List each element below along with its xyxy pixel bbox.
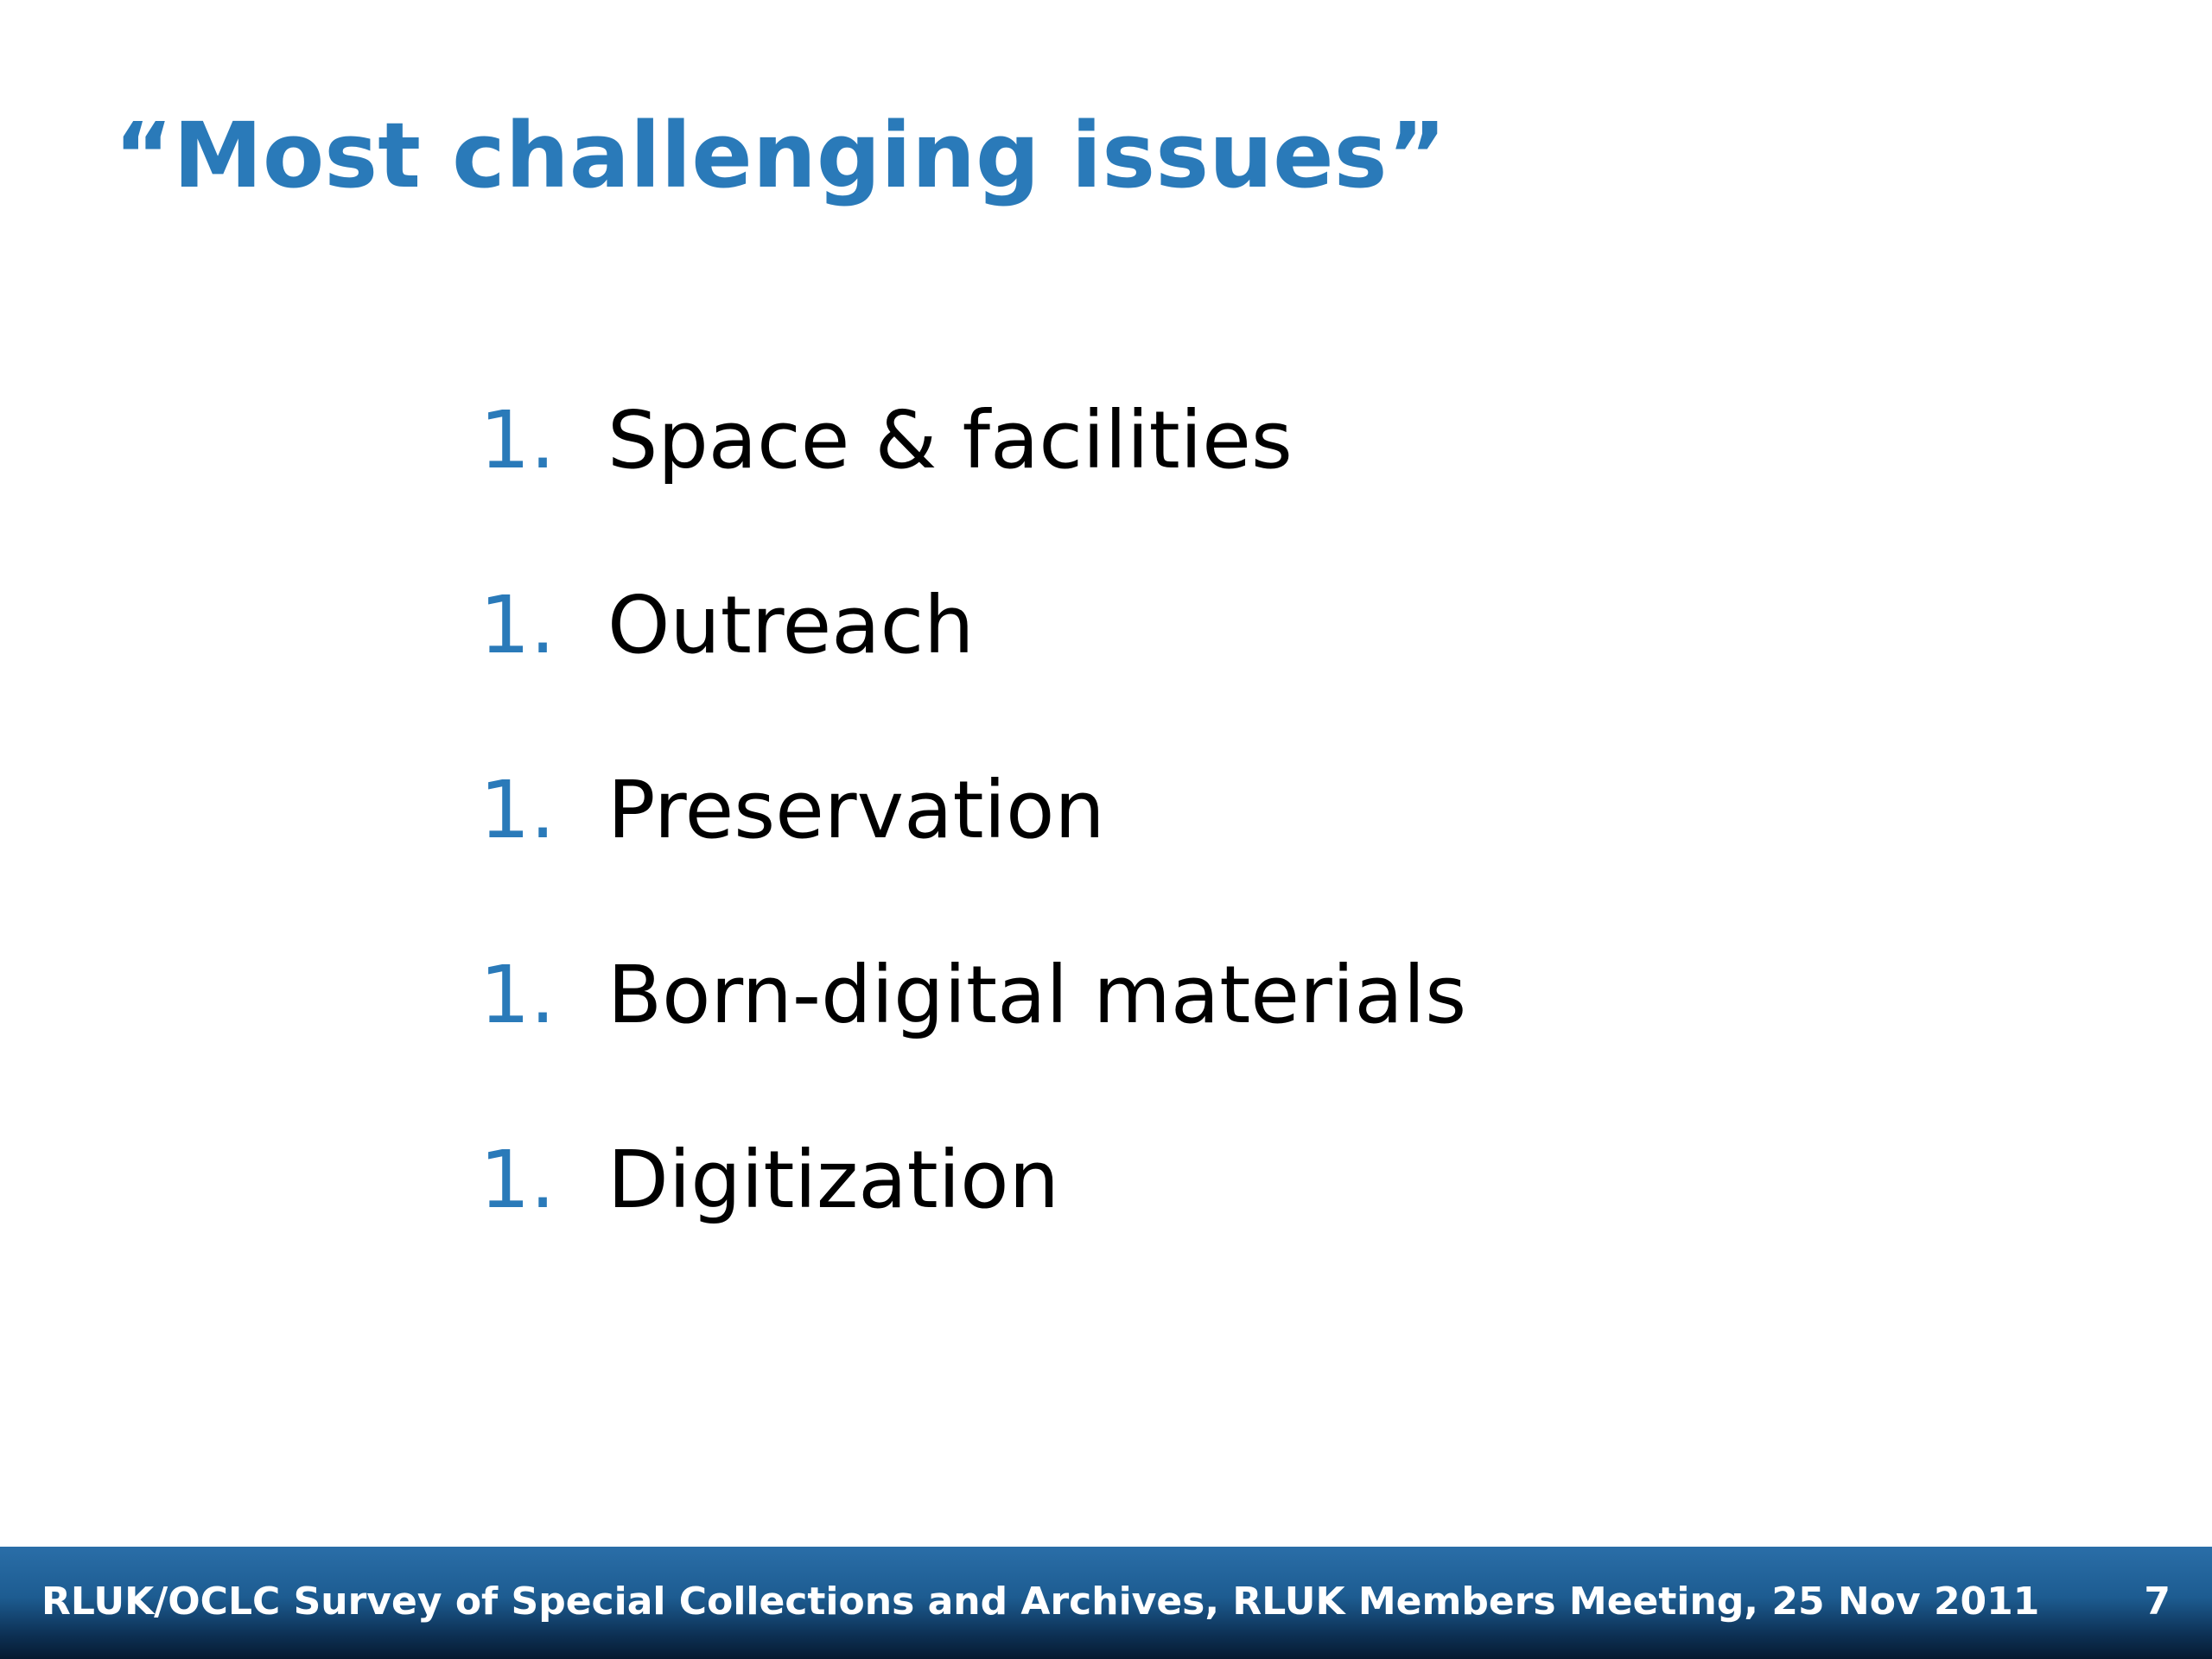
- list-item-text: Space & facilities: [607, 394, 1293, 486]
- slide-number: 7: [2144, 1580, 2171, 1624]
- list-item-text: Digitization: [607, 1134, 1059, 1226]
- list-item-text: Preservation: [607, 764, 1105, 856]
- list-item: 1. Space & facilities: [480, 376, 1466, 561]
- list-item-number: 1.: [480, 579, 556, 671]
- issue-list: 1. Space & facilities 1. Outreach 1. Pre…: [480, 376, 1466, 1300]
- footer-text: RLUK/OCLC Survey of Special Collections …: [41, 1580, 2040, 1624]
- list-item-number: 1.: [480, 1134, 556, 1226]
- list-item-number: 1.: [480, 764, 556, 856]
- list-item-number: 1.: [480, 949, 556, 1041]
- list-item: 1. Digitization: [480, 1116, 1466, 1300]
- list-item-text: Outreach: [607, 579, 975, 671]
- footer-bar: RLUK/OCLC Survey of Special Collections …: [0, 1547, 2212, 1659]
- list-item-number: 1.: [480, 394, 556, 486]
- list-item: 1. Outreach: [480, 561, 1466, 746]
- list-item: 1. Born-digital materials: [480, 931, 1466, 1116]
- slide-title: “Most challenging issues”: [114, 103, 1446, 208]
- list-item-text: Born-digital materials: [607, 949, 1467, 1041]
- list-item: 1. Preservation: [480, 746, 1466, 931]
